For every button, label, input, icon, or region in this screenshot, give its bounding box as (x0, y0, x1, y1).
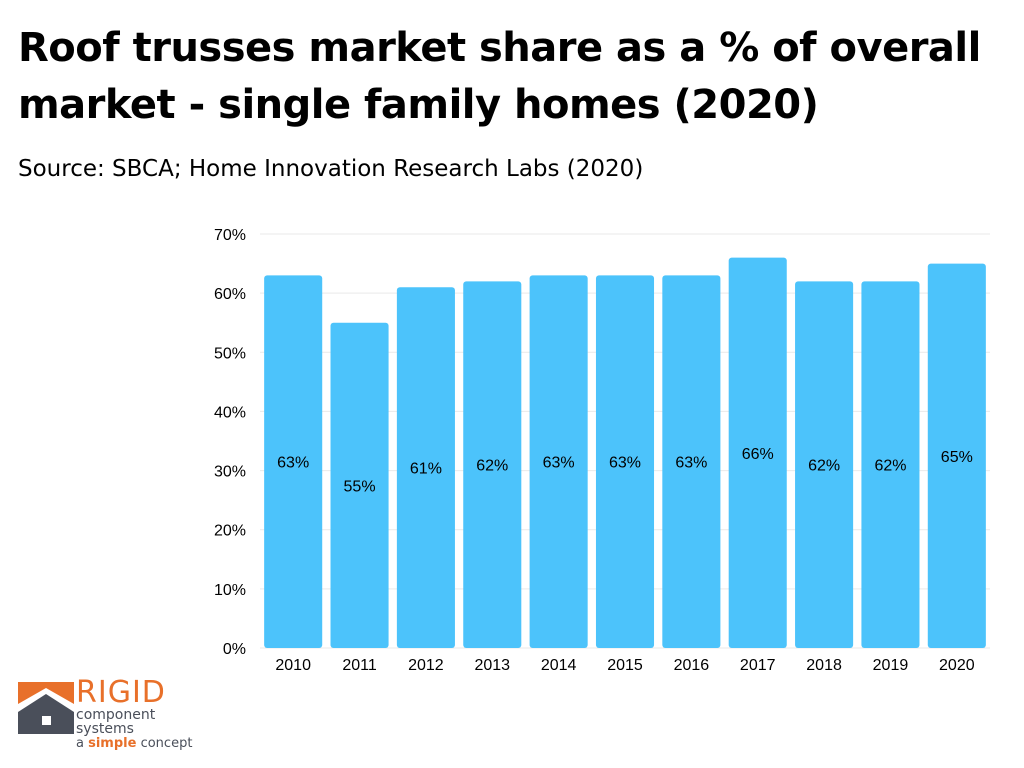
x-tick-label: 2014 (541, 657, 577, 674)
logo-line-1: component (76, 707, 156, 723)
x-tick-label: 2010 (275, 657, 311, 674)
data-label: 63% (675, 455, 707, 472)
data-label: 65% (941, 449, 973, 466)
y-tick-label: 70% (214, 227, 246, 244)
chart-subtitle: Source: SBCA; Home Innovation Research L… (18, 156, 644, 182)
bar (861, 281, 920, 648)
company-logo: RIGID component systems a simple concept (18, 676, 218, 754)
data-label: 63% (609, 455, 641, 472)
logo-line-2: systems (76, 721, 134, 737)
bar (795, 281, 854, 648)
x-tick-label: 2011 (342, 657, 377, 674)
data-label: 63% (277, 455, 309, 472)
x-tick-label: 2012 (408, 657, 444, 674)
x-tick-label: 2019 (873, 657, 909, 674)
bar (927, 263, 986, 648)
y-tick-label: 30% (214, 464, 246, 481)
data-label: 55% (344, 478, 376, 495)
bar (463, 281, 522, 648)
logo-wordmark: RIGID (76, 675, 166, 710)
data-labels: 63% 55% 61% 62% 63% 63% 63% 66% 62% 62% 65% (277, 446, 973, 496)
y-axis-ticks: 0% 10% 20% 30% 40% 50% 60% 70% (214, 227, 246, 658)
x-tick-label: 2013 (474, 657, 510, 674)
data-label: 61% (410, 461, 442, 478)
bar (264, 275, 323, 648)
bar (330, 322, 389, 648)
bar (529, 275, 588, 648)
x-tick-label: 2018 (806, 657, 842, 674)
y-tick-label: 10% (214, 582, 246, 599)
x-tick-label: 2015 (607, 657, 643, 674)
y-tick-label: 50% (214, 345, 246, 362)
data-label: 63% (543, 455, 575, 472)
bar (728, 257, 787, 648)
house-logo-icon (18, 682, 74, 734)
data-label: 62% (476, 458, 508, 475)
bar (662, 275, 721, 648)
chart-title: Roof trusses market share as a % of over… (18, 25, 981, 128)
y-tick-label: 40% (214, 404, 246, 421)
y-tick-label: 20% (214, 523, 246, 540)
bars (264, 257, 986, 648)
bar (595, 275, 655, 648)
data-label: 66% (742, 446, 774, 463)
data-label: 62% (874, 458, 906, 475)
x-tick-label: 2016 (674, 657, 710, 674)
bar (396, 287, 455, 648)
data-label: 62% (808, 458, 840, 475)
x-tick-label: 2020 (939, 657, 975, 674)
y-tick-label: 60% (214, 286, 246, 303)
logo-tagline: a simple concept (76, 736, 193, 751)
y-tick-label: 0% (223, 641, 246, 658)
x-tick-label: 2017 (740, 657, 776, 674)
x-axis-ticks: 2010 2011 2012 2013 2014 2015 2016 2017 2018 2019… (275, 657, 974, 674)
